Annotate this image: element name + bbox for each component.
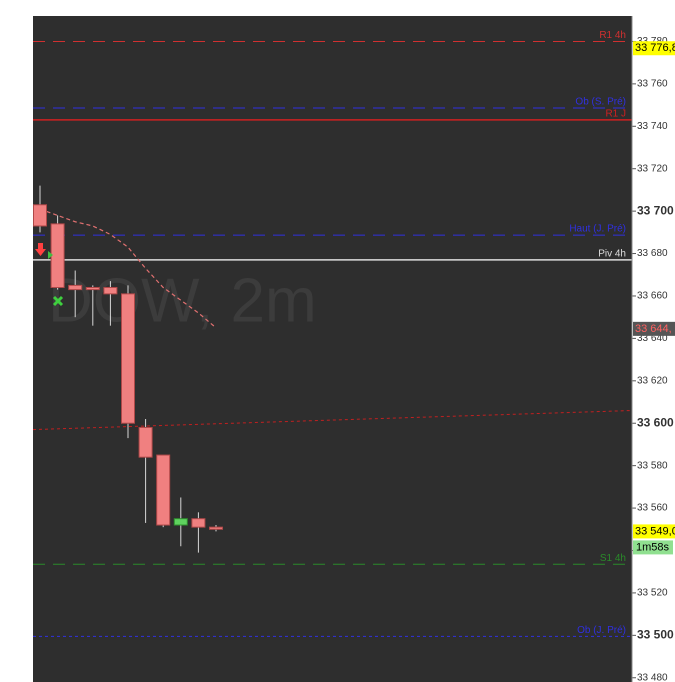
candle-body (209, 526, 223, 530)
y-tick-label: 33 700 (637, 203, 674, 217)
trend-line (32, 410, 633, 431)
price-marker (633, 321, 675, 336)
price-markers: 33 776,8 33 644, 33 549,0 1m58s (633, 41, 675, 555)
timer-box (633, 540, 673, 555)
candle-body (85, 286, 100, 291)
level-label: Piv 4h (598, 249, 626, 260)
level-label: Ob (J. Pré) (577, 625, 626, 636)
price-marker-label: 33 549,0 (635, 525, 675, 537)
level-label: R1 4h (599, 30, 626, 41)
level-label: Ob (S. Pré) (575, 97, 626, 108)
price-marker (633, 524, 675, 539)
price-marker-label: 33 644, (635, 323, 672, 335)
candle-body (33, 204, 47, 227)
level-label: Haut (J. Pré) (569, 224, 626, 235)
y-tick-label: 33 640 (637, 333, 668, 344)
watermark: DOW, 2m (48, 266, 317, 335)
candle-body (103, 286, 118, 295)
candle-body (68, 284, 83, 291)
level-label: S1 4h (600, 553, 626, 564)
candle-body (138, 426, 153, 458)
timer-label: 1m58s (636, 541, 670, 553)
average-line (39, 208, 217, 329)
candle-body (191, 518, 206, 528)
candle-body (121, 293, 135, 424)
candle-body (173, 518, 188, 526)
signal-arrow (35, 243, 53, 259)
y-tick-label: 33 580 (637, 460, 668, 471)
y-tick-label: 33 480 (637, 672, 668, 682)
y-tick-label: 33 600 (637, 415, 674, 429)
candles (33, 185, 223, 553)
y-tick-label: 33 720 (637, 163, 668, 174)
candle-body (156, 454, 171, 526)
candle-body (50, 223, 65, 288)
y-tick-label: 33 560 (637, 503, 668, 514)
signal-cross (52, 295, 64, 307)
price-marker-label: 33 776,8 (635, 42, 675, 54)
price-marker (633, 41, 675, 56)
y-tick-label: 33 520 (637, 588, 668, 599)
y-tick-label: 33 740 (637, 121, 668, 132)
level-label: R1 J (605, 109, 626, 120)
levels: R1 4h Ob (S. Pré)R1 J Haut (J. Pré) Piv 4h S… (32, 30, 633, 637)
y-tick-label: 33 680 (637, 248, 668, 259)
y-tick-label: 33 620 (637, 375, 668, 386)
y-tick-label: 33 760 (637, 79, 668, 90)
y-tick-label: 33 500 (637, 628, 674, 642)
y-tick-label: 33 660 (637, 291, 668, 302)
